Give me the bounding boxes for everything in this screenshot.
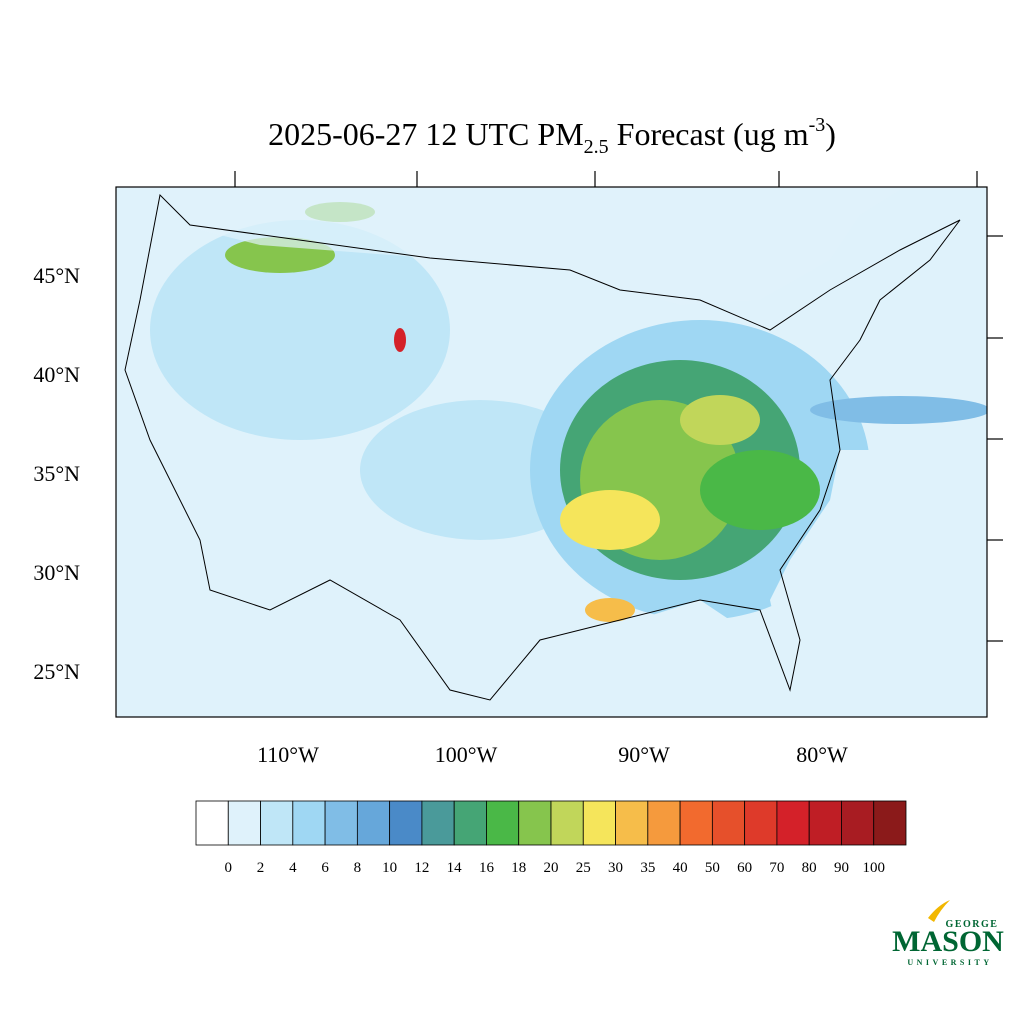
colorbar-box (550, 800, 584, 846)
lat-label: 30°N (33, 560, 80, 585)
colorbar-label: 60 (737, 860, 752, 876)
title-superscript: -3 (809, 114, 826, 136)
colorbar-box (582, 800, 616, 846)
colorbar: 0 2 4 6 8 10 12 14 16 18 20 25 30 35 40 50 60 70 80 90 100 (195, 800, 907, 876)
colorbar-label: 30 (608, 860, 623, 876)
canada-region (116, 187, 987, 305)
colorbar-label: 8 (354, 860, 362, 876)
colorbar-box (711, 800, 746, 846)
colorbar-box (776, 800, 810, 846)
field-blob (700, 450, 820, 530)
colorbar-label: 16 (479, 860, 495, 876)
ocean-region (480, 450, 987, 717)
colorbar-label: 20 (544, 860, 559, 876)
colorbar-label: 70 (769, 860, 784, 876)
lat-label: 35°N (33, 461, 80, 486)
colorbar-label: 100 (862, 860, 885, 876)
map-field (116, 187, 987, 717)
lat-label: 45°N (33, 263, 80, 288)
axis-labels: 45°N 40°N 35°N 30°N 25°N 110°W 100°W 90°W 80°W (33, 263, 848, 767)
colorbar-label: 10 (382, 860, 397, 876)
field-blob (560, 490, 660, 550)
colorbar-box (292, 800, 326, 846)
lon-label: 100°W (435, 742, 498, 767)
colorbar-label: 12 (414, 860, 429, 876)
coastline (124, 193, 961, 701)
title-text: Forecast (ug m (609, 116, 809, 152)
title-main: 2025-06-27 12 UTC PM (268, 116, 584, 152)
lat-label: 25°N (33, 659, 80, 684)
lon-label: 90°W (618, 742, 670, 767)
colorbar-label: 14 (447, 860, 463, 876)
colorbar-box (227, 800, 261, 846)
lat-label: 40°N (33, 362, 80, 387)
colorbar-label: 25 (576, 860, 591, 876)
colorbar-label: 90 (834, 860, 849, 876)
colorbar-box (873, 800, 907, 846)
lon-label: 80°W (796, 742, 848, 767)
logo-flame (928, 900, 950, 922)
colorbar-label: 0 (225, 860, 233, 876)
colorbar-box (841, 800, 875, 846)
logo-bottom: UNIVERSITY (907, 958, 992, 967)
map: 45°N 40°N 35°N 30°N 25°N 110°W 100°W 90°W 80°W (33, 171, 1003, 767)
colorbar-box (808, 800, 842, 846)
colorbar-box (389, 800, 423, 846)
logo-top: GEORGE (946, 919, 999, 930)
colorbar-label: 6 (321, 860, 329, 876)
colorbar-label: 40 (673, 860, 688, 876)
colorbar-label: 80 (802, 860, 817, 876)
title-end: ) (825, 116, 836, 152)
field-blob (150, 220, 450, 440)
colorbar-label: 50 (705, 860, 720, 876)
colorbar-label: 2 (257, 860, 265, 876)
colorbar-box (679, 800, 713, 846)
field-blob (585, 598, 635, 622)
colorbar-box (647, 800, 681, 846)
colorbar-box (486, 800, 520, 846)
field-blob (680, 395, 760, 445)
colorbar-box (518, 800, 552, 846)
colorbar-label: 18 (511, 860, 526, 876)
logo: GEORGE MASON UNIVERSITY (892, 900, 1004, 967)
colorbar-label: 4 (289, 860, 297, 876)
colorbar-box (421, 800, 455, 846)
map-frame (115, 186, 988, 718)
title-subscript: 2.5 (584, 136, 609, 158)
colorbar-box (356, 800, 391, 846)
colorbar-box (453, 800, 487, 846)
field-blob (394, 328, 406, 352)
colorbar-box (260, 800, 294, 846)
colorbar-label: 35 (640, 860, 655, 876)
field-blob (810, 396, 987, 424)
colorbar-box (195, 800, 229, 846)
colorbar-box (615, 800, 649, 846)
colorbar-box (744, 800, 778, 846)
title: 2025-06-27 12 UTC PM2.5 Forecast (ug m-3… (268, 114, 836, 158)
logo-main: MASON (892, 925, 1004, 958)
colorbar-box (324, 800, 358, 846)
frame-ticks (234, 171, 1003, 642)
lon-label: 110°W (257, 742, 319, 767)
